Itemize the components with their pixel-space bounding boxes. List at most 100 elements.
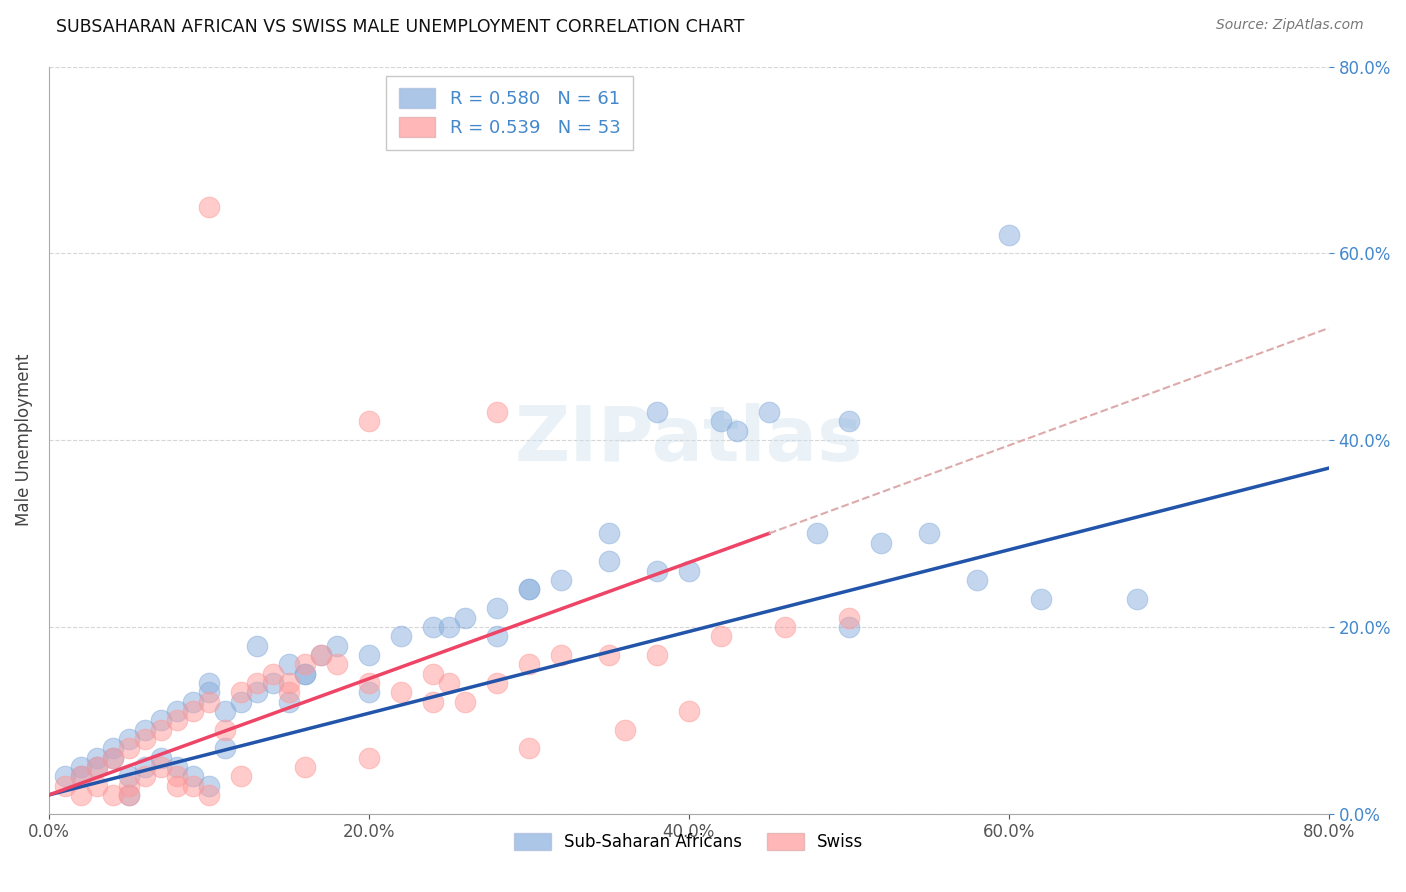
Point — [389, 685, 412, 699]
Point — [118, 788, 141, 802]
Point — [166, 704, 188, 718]
Point — [838, 414, 860, 428]
Point — [118, 769, 141, 783]
Point — [869, 536, 891, 550]
Point — [229, 694, 252, 708]
Point — [198, 676, 221, 690]
Point — [389, 629, 412, 643]
Point — [645, 405, 668, 419]
Point — [70, 788, 93, 802]
Point — [214, 704, 236, 718]
Point — [118, 788, 141, 802]
Point — [357, 676, 380, 690]
Point — [998, 227, 1021, 242]
Point — [246, 676, 269, 690]
Point — [278, 694, 301, 708]
Point — [309, 648, 332, 662]
Point — [214, 741, 236, 756]
Point — [118, 741, 141, 756]
Point — [86, 760, 108, 774]
Point — [422, 694, 444, 708]
Point — [101, 750, 124, 764]
Point — [134, 760, 156, 774]
Point — [485, 629, 508, 643]
Point — [149, 750, 172, 764]
Point — [166, 779, 188, 793]
Point — [437, 676, 460, 690]
Point — [710, 414, 733, 428]
Point — [134, 731, 156, 746]
Point — [517, 582, 540, 597]
Point — [166, 769, 188, 783]
Point — [278, 685, 301, 699]
Point — [357, 414, 380, 428]
Point — [485, 601, 508, 615]
Point — [598, 554, 620, 568]
Point — [53, 769, 76, 783]
Y-axis label: Male Unemployment: Male Unemployment — [15, 354, 32, 526]
Point — [198, 779, 221, 793]
Point — [357, 750, 380, 764]
Point — [454, 610, 477, 624]
Point — [1029, 591, 1052, 606]
Point — [294, 657, 316, 672]
Point — [678, 564, 700, 578]
Point — [710, 629, 733, 643]
Point — [246, 639, 269, 653]
Point — [357, 685, 380, 699]
Point — [229, 769, 252, 783]
Point — [437, 620, 460, 634]
Point — [550, 573, 572, 587]
Text: Source: ZipAtlas.com: Source: ZipAtlas.com — [1216, 18, 1364, 32]
Point — [198, 788, 221, 802]
Point — [118, 731, 141, 746]
Point — [181, 769, 204, 783]
Point — [134, 723, 156, 737]
Point — [101, 741, 124, 756]
Point — [229, 685, 252, 699]
Point — [485, 405, 508, 419]
Point — [838, 620, 860, 634]
Point — [294, 666, 316, 681]
Point — [149, 713, 172, 727]
Point — [517, 741, 540, 756]
Point — [294, 760, 316, 774]
Point — [422, 666, 444, 681]
Point — [598, 648, 620, 662]
Point — [517, 582, 540, 597]
Legend: R = 0.580   N = 61, R = 0.539   N = 53: R = 0.580 N = 61, R = 0.539 N = 53 — [387, 76, 633, 150]
Point — [326, 657, 349, 672]
Text: SUBSAHARAN AFRICAN VS SWISS MALE UNEMPLOYMENT CORRELATION CHART: SUBSAHARAN AFRICAN VS SWISS MALE UNEMPLO… — [56, 18, 745, 36]
Point — [101, 750, 124, 764]
Point — [181, 779, 204, 793]
Point — [454, 694, 477, 708]
Point — [149, 723, 172, 737]
Point — [198, 694, 221, 708]
Point — [1126, 591, 1149, 606]
Point — [357, 648, 380, 662]
Point — [262, 676, 284, 690]
Point — [725, 424, 748, 438]
Point — [149, 760, 172, 774]
Point — [166, 760, 188, 774]
Point — [134, 769, 156, 783]
Point — [53, 779, 76, 793]
Point — [678, 704, 700, 718]
Point — [550, 648, 572, 662]
Point — [806, 526, 828, 541]
Point — [198, 685, 221, 699]
Point — [101, 788, 124, 802]
Point — [645, 648, 668, 662]
Point — [278, 657, 301, 672]
Point — [70, 769, 93, 783]
Point — [86, 779, 108, 793]
Point — [918, 526, 941, 541]
Point — [214, 723, 236, 737]
Point — [517, 657, 540, 672]
Point — [294, 666, 316, 681]
Point — [86, 750, 108, 764]
Point — [309, 648, 332, 662]
Point — [181, 704, 204, 718]
Point — [966, 573, 988, 587]
Point — [198, 200, 221, 214]
